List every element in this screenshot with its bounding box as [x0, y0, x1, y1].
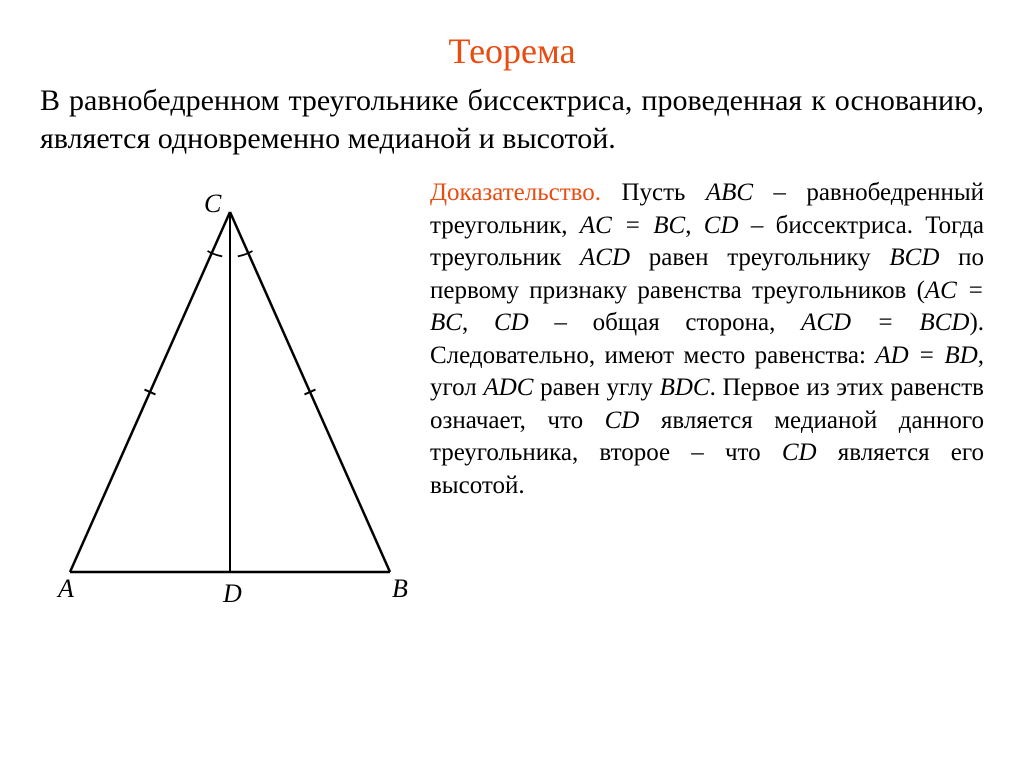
theorem-title: Теорема: [40, 30, 984, 72]
svg-text:A: A: [56, 574, 74, 603]
triangle-diagram: A B C D: [40, 177, 420, 612]
content-row: A B C D Доказательство. Пусть ABC – равнобе…: [40, 177, 984, 612]
theorem-statement: В равнобедренном треугольнике биссектрис…: [40, 82, 984, 157]
svg-text:D: D: [222, 579, 242, 607]
proof-label: Доказательство.: [430, 179, 601, 206]
svg-text:C: C: [204, 189, 222, 218]
proof-text: Доказательство. Пусть ABC – равнобедренн…: [430, 177, 984, 502]
svg-text:B: B: [392, 574, 408, 603]
